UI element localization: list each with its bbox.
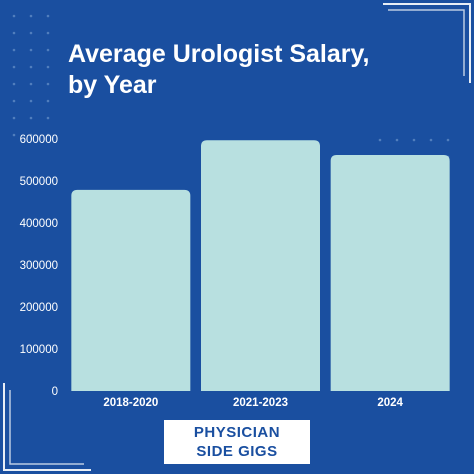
x-axis: 2018-2020 2021-2023 2024 [103,397,403,409]
x-tick-label: 2018-2020 [103,397,158,409]
corner-frame-top-right [383,3,471,83]
bars [71,140,450,391]
y-tick-label: 300000 [20,260,58,272]
bar [330,154,450,391]
corner-frame-top-right-inner [388,9,465,76]
y-tick-label: 400000 [20,218,58,230]
bar [201,140,320,391]
chart-title-line-1: Average Urologist Salary, [68,40,370,68]
y-tick-label: 600000 [20,134,58,146]
bar [71,189,191,391]
corner-frame-bottom-left-inner [9,390,84,465]
brand-logo: PHYSICIAN SIDE GIGS [164,420,310,464]
y-tick-label: 200000 [20,302,58,314]
brand-line-2: SIDE GIGS [196,443,278,460]
y-tick-label: 100000 [20,344,58,356]
y-tick-label: 0 [52,386,58,398]
brand-line-1: PHYSICIAN [193,424,281,441]
corner-frame-bottom-left [3,383,91,471]
chart-title: Average Urologist Salary, by Year [68,39,370,101]
y-axis: 0 100000 200000 300000 400000 500000 600000 [20,134,58,398]
chart-title-line-2: by Year [68,71,157,99]
x-tick-label: 2021-2023 [233,397,288,409]
x-tick-label: 2024 [377,397,403,409]
y-tick-label: 500000 [20,176,58,188]
